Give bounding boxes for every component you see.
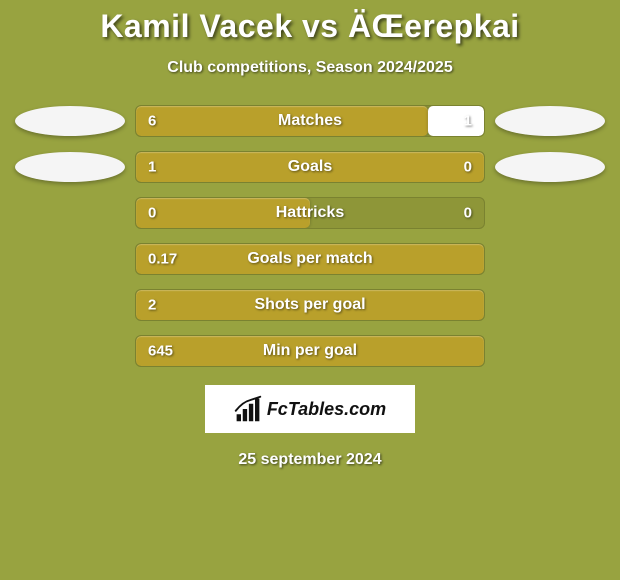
stat-row: 1Goals0 [10, 151, 610, 183]
stat-bar-left [136, 336, 484, 366]
player2-avatar [495, 152, 605, 182]
stat-row: 0Hattricks0 [10, 197, 610, 229]
player2-name: ÄŒerepkai [348, 8, 520, 44]
stat-bar: 0.17Goals per match [135, 243, 485, 275]
stat-bar: 6Matches1 [135, 105, 485, 137]
stat-row: 2Shots per goal [10, 289, 610, 321]
player1-avatar [15, 106, 125, 136]
player2-avatar [495, 106, 605, 136]
vs-word: vs [302, 8, 339, 44]
stat-bar-left [136, 152, 484, 182]
stat-bar-left [136, 198, 310, 228]
stat-bar-left [136, 290, 484, 320]
fctables-logo[interactable]: FcTables.com [205, 385, 415, 433]
stats-container: 6Matches1 1Goals0 0Hattricks0 0.17Goals per… [0, 105, 620, 367]
player1-name: Kamil Vacek [100, 8, 292, 44]
stat-value-right: 0 [464, 205, 472, 222]
stat-row: 645Min per goal [10, 335, 610, 367]
stat-bar: 1Goals0 [135, 151, 485, 183]
stat-bar-right [428, 106, 484, 136]
comparison-title: Kamil Vacek vs ÄŒerepkai [0, 0, 620, 45]
fctables-logo-icon [234, 395, 262, 423]
logo-text: FcTables.com [267, 399, 386, 420]
footer-date: 25 september 2024 [0, 451, 620, 469]
stat-bar: 645Min per goal [135, 335, 485, 367]
stat-row: 6Matches1 [10, 105, 610, 137]
stat-bar: 2Shots per goal [135, 289, 485, 321]
stat-row: 0.17Goals per match [10, 243, 610, 275]
stat-bar: 0Hattricks0 [135, 197, 485, 229]
stat-bar-left [136, 244, 484, 274]
competition-subtitle: Club competitions, Season 2024/2025 [0, 59, 620, 77]
player1-avatar [15, 152, 125, 182]
stat-bar-left [136, 106, 428, 136]
